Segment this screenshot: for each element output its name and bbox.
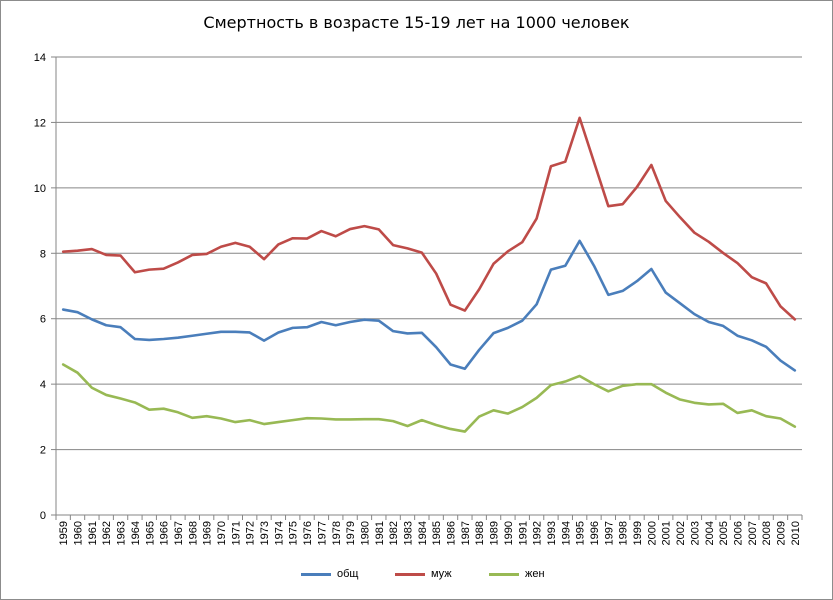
x-tick-label-27: 1986 (446, 521, 458, 545)
x-tick-label-4: 1963 (116, 521, 128, 545)
x-tick-label-11: 1970 (216, 521, 228, 545)
x-tick-label-33: 1992 (532, 521, 544, 545)
legend-swatch-series-1 (301, 572, 331, 576)
x-tick-label-21: 1980 (359, 521, 371, 545)
x-tick-label-49: 2008 (761, 521, 773, 545)
x-tick-label-14: 1973 (259, 521, 271, 545)
x-tick-label-36: 1995 (575, 521, 587, 545)
x-tick-label-24: 1983 (402, 521, 414, 545)
x-tick-label-50: 2009 (775, 521, 787, 545)
x-tick-label-43: 2002 (675, 521, 687, 545)
x-tick-label-44: 2003 (689, 521, 701, 545)
y-tick-label-6: 12 (34, 117, 46, 129)
y-tick-label-1: 2 (40, 445, 46, 457)
x-tick-label-47: 2006 (732, 521, 744, 545)
legend-label-series-2: муж (431, 568, 452, 580)
gridlines (51, 56, 803, 520)
x-tick-label-18: 1977 (316, 521, 328, 545)
x-axis-tick-labels: 1959 1960 1961 1962 1963 1964 1965 1966 1967 1968… (58, 521, 802, 545)
x-tick-label-17: 1976 (302, 521, 314, 545)
x-tick-label-13: 1972 (245, 521, 257, 545)
legend-swatch-series-2 (395, 572, 425, 576)
x-tick-label-22: 1981 (374, 521, 386, 545)
x-tick-label-15: 1974 (273, 521, 285, 545)
y-tick-label-5: 10 (34, 183, 46, 195)
x-tick-label-23: 1982 (388, 521, 400, 545)
y-tick-label-3: 6 (40, 314, 46, 326)
x-tick-label-41: 2000 (646, 521, 658, 545)
x-tick-label-42: 2001 (661, 521, 673, 545)
x-tick-label-48: 2007 (747, 521, 759, 545)
x-tick-label-6: 1965 (144, 521, 156, 545)
x-tick-label-26: 1985 (431, 521, 443, 545)
series-line-3 (61, 363, 797, 433)
x-tick-label-9: 1968 (187, 521, 199, 545)
x-tick-label-29: 1988 (474, 521, 486, 545)
series-line-1 (61, 239, 797, 372)
legend: общ муж жен (0, 568, 833, 586)
legend-label-series-3: жен (525, 568, 545, 580)
legend-item-series-2: муж (395, 568, 452, 580)
y-axis-tick-labels: 0 2 4 6 8 10 12 14 (34, 52, 46, 522)
x-tick-label-51: 2010 (790, 521, 802, 545)
x-tick-label-38: 1997 (603, 521, 615, 545)
x-tick-label-28: 1987 (460, 521, 472, 545)
legend-item-series-3: жен (489, 568, 545, 580)
x-tick-label-5: 1964 (130, 521, 142, 545)
series-lines (61, 116, 797, 433)
x-tick-label-45: 2004 (704, 521, 716, 545)
x-tick-label-46: 2005 (718, 521, 730, 545)
x-tick-label-19: 1978 (331, 521, 343, 545)
legend-item-series-1: общ (301, 568, 358, 580)
x-tick-label-20: 1979 (345, 521, 357, 545)
x-tick-label-10: 1969 (202, 521, 214, 545)
y-tick-label-7: 14 (34, 52, 46, 64)
x-tick-label-0: 1959 (58, 521, 70, 545)
x-tick-label-7: 1966 (159, 521, 171, 545)
series-line-2 (61, 116, 797, 321)
x-tick-label-25: 1984 (417, 521, 429, 545)
x-tick-label-2: 1961 (87, 521, 99, 545)
x-tick-label-37: 1996 (589, 521, 601, 545)
x-tick-label-1: 1960 (73, 521, 85, 545)
x-tick-label-40: 1999 (632, 521, 644, 545)
y-tick-label-4: 8 (40, 248, 46, 260)
x-tick-label-30: 1989 (489, 521, 501, 545)
x-tick-label-32: 1991 (517, 521, 529, 545)
x-tick-label-12: 1971 (230, 521, 242, 545)
legend-label-series-1: общ (337, 568, 359, 580)
y-tick-label-0: 0 (40, 510, 46, 522)
x-tick-label-31: 1990 (503, 521, 515, 545)
x-tick-label-16: 1975 (288, 521, 300, 545)
x-tick-label-8: 1967 (173, 521, 185, 545)
x-tick-label-34: 1993 (546, 521, 558, 545)
chart-title: Смертность в возрасте 15-19 лет на 1000 … (203, 13, 630, 32)
axes (55, 57, 802, 516)
legend-swatch-series-3 (489, 572, 519, 576)
x-tick-label-35: 1994 (560, 521, 572, 545)
y-tick-label-2: 4 (40, 379, 46, 391)
x-tick-label-3: 1962 (101, 521, 113, 545)
x-tick-label-39: 1998 (618, 521, 630, 545)
